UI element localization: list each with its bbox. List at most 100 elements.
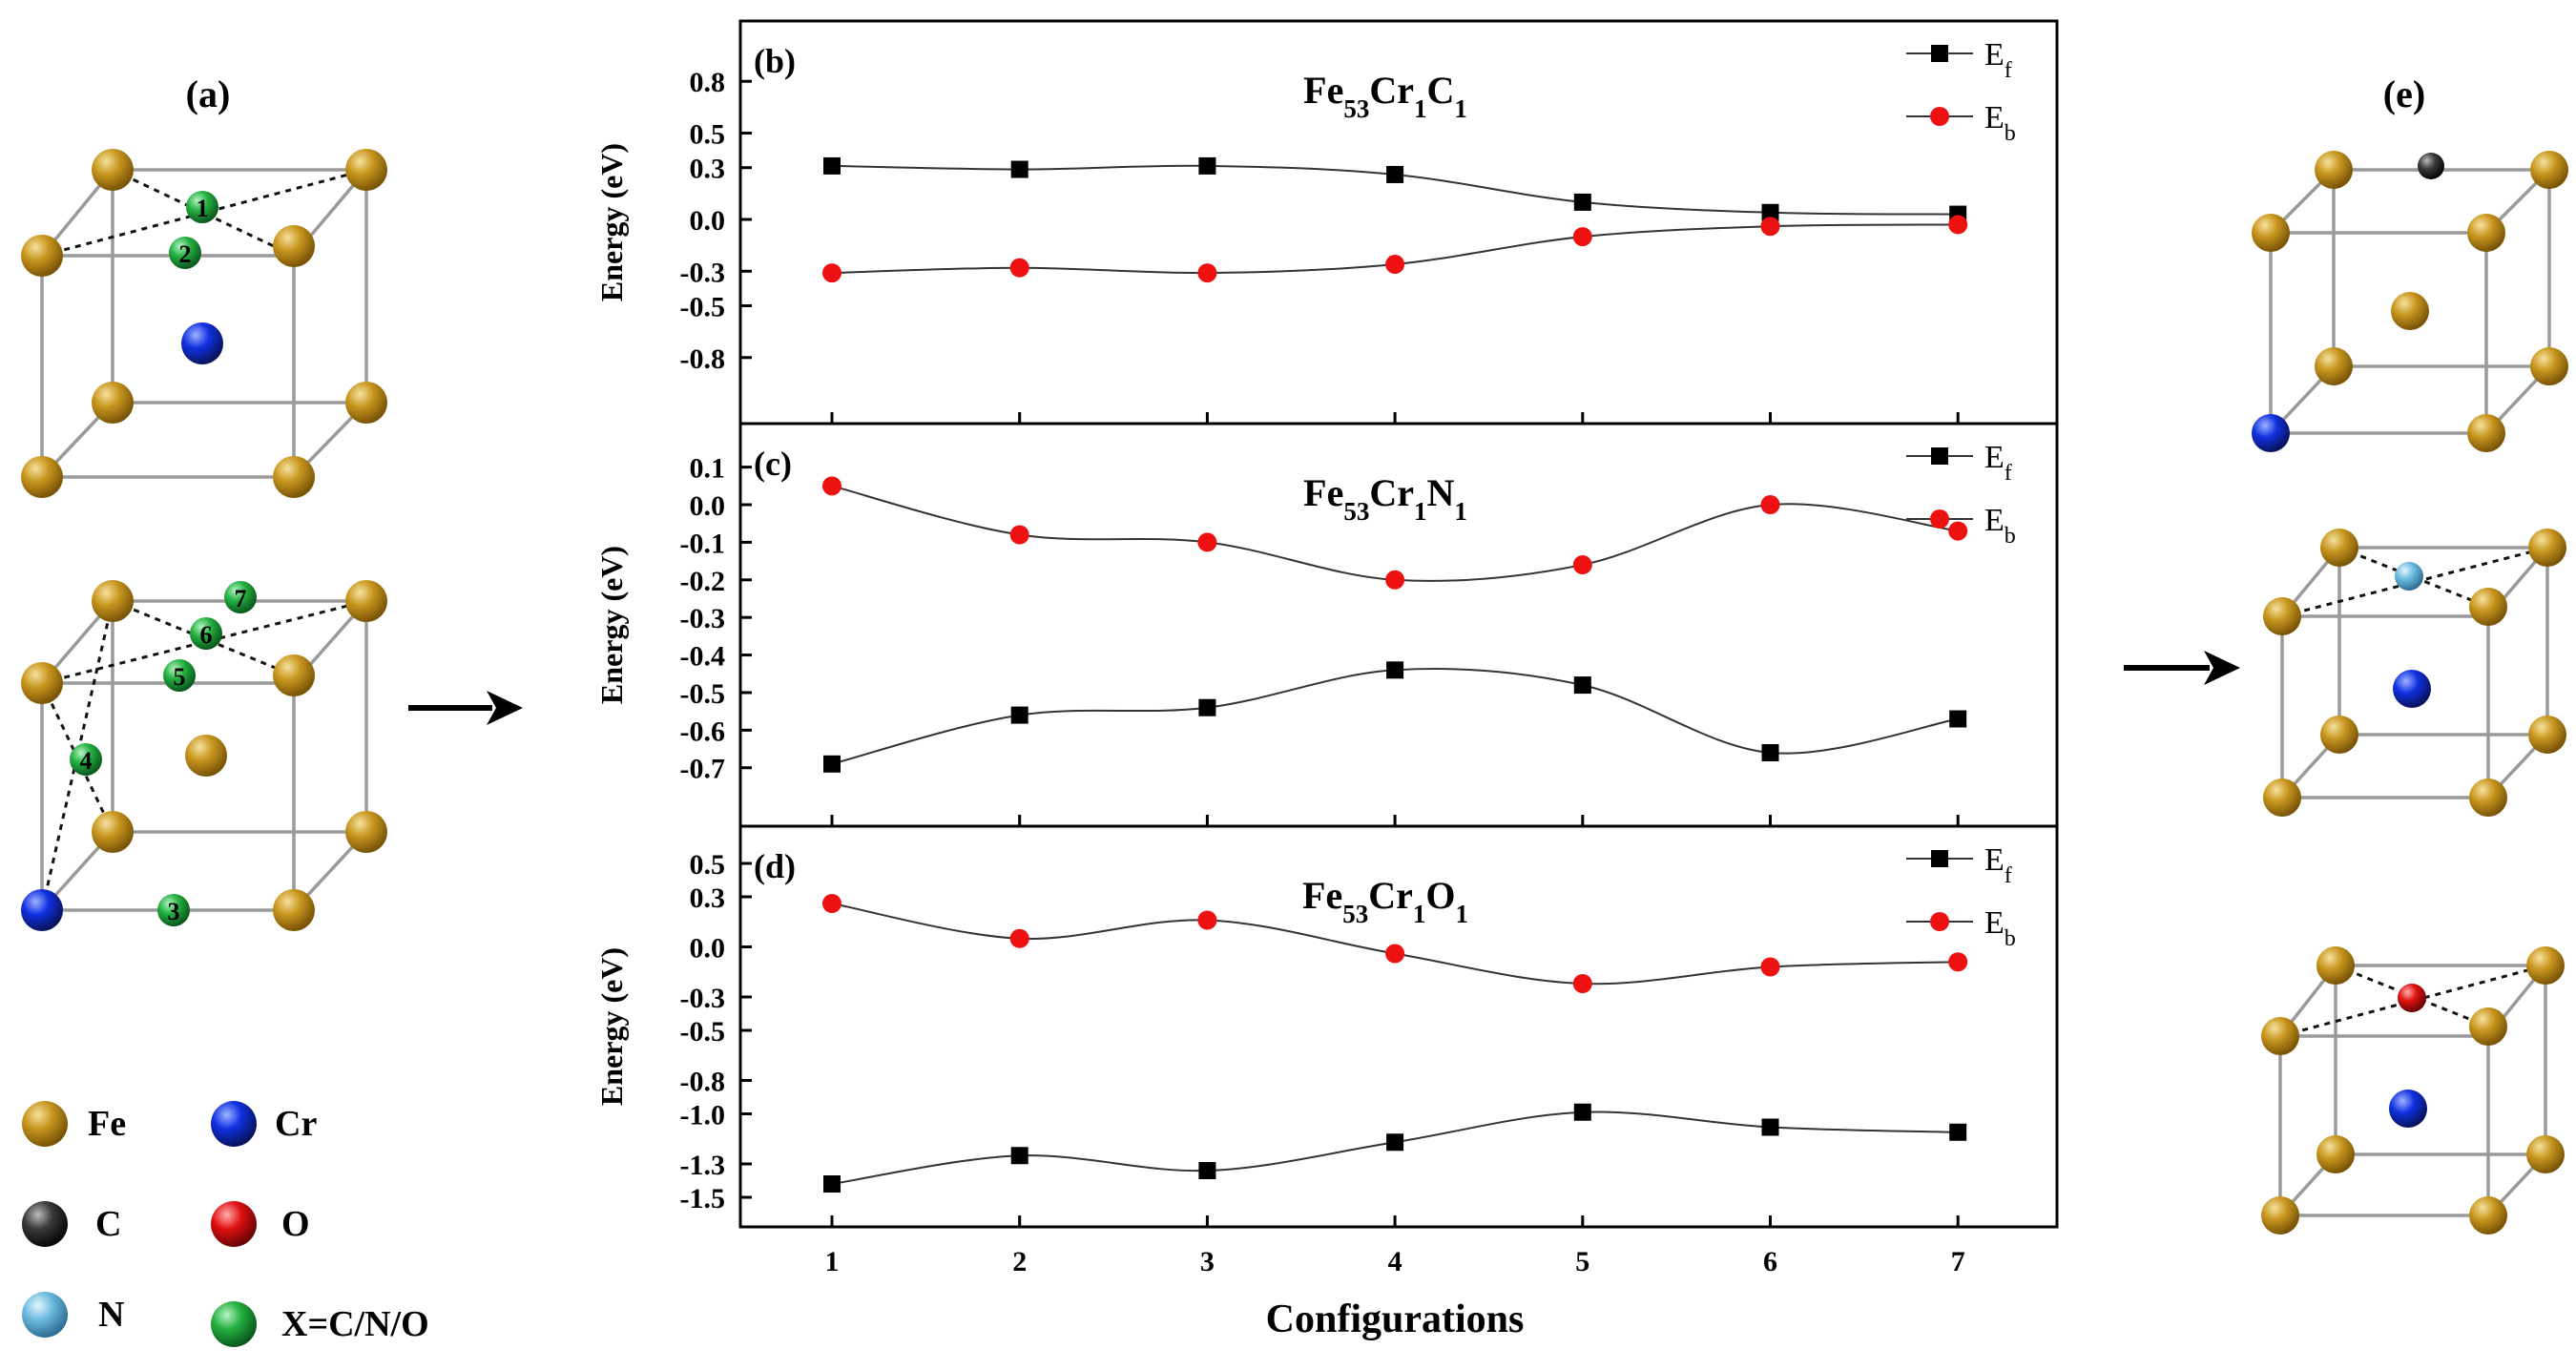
fe-atom xyxy=(21,662,63,704)
cr-atom xyxy=(2389,1090,2427,1128)
fe-atom xyxy=(2467,214,2505,252)
fe-atom xyxy=(273,654,315,696)
y-tick-label: -0.2 xyxy=(680,566,726,597)
legend-c-label: C xyxy=(95,1204,121,1244)
fe-atom xyxy=(2469,1196,2507,1235)
fe-atom xyxy=(345,149,387,191)
chart-title: Fe53Cr1O1 xyxy=(1302,874,1468,928)
fe-atom xyxy=(2528,529,2566,567)
y-tick-label: 0.3 xyxy=(690,154,726,185)
legend-marker-circle xyxy=(1930,107,1949,126)
fe-atom xyxy=(2469,778,2507,817)
y-tick-label: -1.0 xyxy=(680,1100,726,1131)
data-point-square xyxy=(823,1175,841,1193)
cr-atom xyxy=(2252,414,2290,452)
arrow-left xyxy=(408,691,523,725)
fe-atom xyxy=(273,225,315,267)
fe-atom xyxy=(2263,778,2301,817)
unit-cell-e-middle xyxy=(2263,529,2566,817)
y-tick-label: -0.1 xyxy=(680,528,726,559)
y-tick-label: -0.5 xyxy=(680,291,726,322)
species-legend: Fe Cr C O N X=C/N/O xyxy=(22,1101,429,1347)
data-point-circle xyxy=(822,894,841,913)
y-tick-label: -0.3 xyxy=(680,603,726,634)
y-axis-label: Energy (eV) xyxy=(594,546,629,704)
data-point-square xyxy=(1761,1118,1779,1136)
panel-label: (c) xyxy=(754,445,792,483)
fe-atom xyxy=(185,735,227,777)
data-point-square xyxy=(1198,1162,1216,1179)
y-tick-label: 0.0 xyxy=(690,205,726,237)
legend-o-label: O xyxy=(281,1204,310,1244)
fe-atom xyxy=(2391,292,2429,330)
legend-x-icon xyxy=(211,1301,257,1347)
legend-label: Eb xyxy=(1984,503,2016,549)
chart-panel-c: 0.1 0.0 -0.1 -0.2 -0.3 -0.4 -0.5 -0.6 -0.7 Energy… xyxy=(594,440,2016,826)
fe-atom xyxy=(2530,151,2568,189)
data-point-square xyxy=(1386,1133,1404,1152)
data-point-circle xyxy=(1948,521,1968,541)
o-atom xyxy=(2398,984,2426,1012)
data-point-circle xyxy=(822,263,841,283)
data-point-circle xyxy=(1385,944,1405,964)
data-point-circle xyxy=(1385,255,1405,275)
fe-atom xyxy=(345,811,387,853)
legend-fe-label: Fe xyxy=(88,1104,126,1144)
legend-label: Ef xyxy=(1984,842,2012,888)
data-point-circle xyxy=(1760,495,1780,515)
x-site-4-label: 4 xyxy=(80,747,93,775)
fe-atom xyxy=(2315,347,2353,385)
legend-fe-icon xyxy=(22,1101,68,1147)
fe-atom xyxy=(2261,1196,2299,1235)
series-line xyxy=(831,668,1959,765)
legend-marker-circle xyxy=(1930,912,1949,931)
arrow-right xyxy=(2124,651,2240,685)
fe-atom xyxy=(2320,529,2358,567)
legend-n-label: N xyxy=(98,1295,124,1335)
fe-atom xyxy=(273,889,315,931)
fe-atom xyxy=(2526,946,2565,985)
x-site-7 xyxy=(224,581,257,613)
x-site-3 xyxy=(157,894,190,926)
x-tick-label: 2 xyxy=(1012,1246,1027,1277)
data-point-circle xyxy=(1572,555,1592,575)
legend-c-icon xyxy=(22,1201,68,1247)
chart-panel-d: 0.50.3 0.0 -0.3-0.5 -0.8-1.0 -1.3-1.5 Energy … xyxy=(594,842,2016,1227)
data-point-square xyxy=(1010,160,1028,178)
x-site-3-label: 3 xyxy=(168,898,180,925)
fe-atom xyxy=(273,456,315,498)
data-point-circle xyxy=(1760,957,1780,977)
c-atom xyxy=(2418,153,2444,179)
panel-a-label: (a) xyxy=(186,73,231,115)
legend-label: Eb xyxy=(1984,905,2016,951)
y-tick-label: 0.8 xyxy=(690,67,726,98)
fe-atom xyxy=(2526,1135,2565,1173)
legend-label: Ef xyxy=(1984,440,2012,486)
x-tick-label: 5 xyxy=(1575,1246,1589,1277)
x-site-6 xyxy=(190,617,222,650)
data-point-square xyxy=(1010,1147,1028,1165)
legend-marker-square xyxy=(1931,447,1948,465)
y-tick-label: -0.5 xyxy=(680,1016,726,1048)
legend-cr-icon xyxy=(211,1101,257,1147)
fe-atom xyxy=(2315,151,2353,189)
x-site-2-label: 2 xyxy=(179,240,192,268)
x-site-1 xyxy=(186,191,218,223)
data-point-square xyxy=(1761,203,1779,221)
panel-label: (b) xyxy=(754,42,796,80)
data-point-square xyxy=(823,755,841,773)
data-point-square xyxy=(1573,676,1591,695)
x-site-6-label: 6 xyxy=(200,621,213,649)
fe-atom xyxy=(2528,716,2566,754)
n-atom xyxy=(2395,562,2423,591)
data-point-square xyxy=(1386,661,1404,679)
y-tick-label: -0.8 xyxy=(680,1067,726,1098)
y-tick-label: 0.3 xyxy=(690,882,726,914)
legend-marker-square xyxy=(1931,850,1948,867)
y-axis-label: Energy (eV) xyxy=(594,947,629,1106)
x-site-5 xyxy=(163,659,196,692)
data-point-circle xyxy=(1385,570,1405,590)
data-point-circle xyxy=(1760,217,1780,237)
fe-atom xyxy=(345,580,387,622)
